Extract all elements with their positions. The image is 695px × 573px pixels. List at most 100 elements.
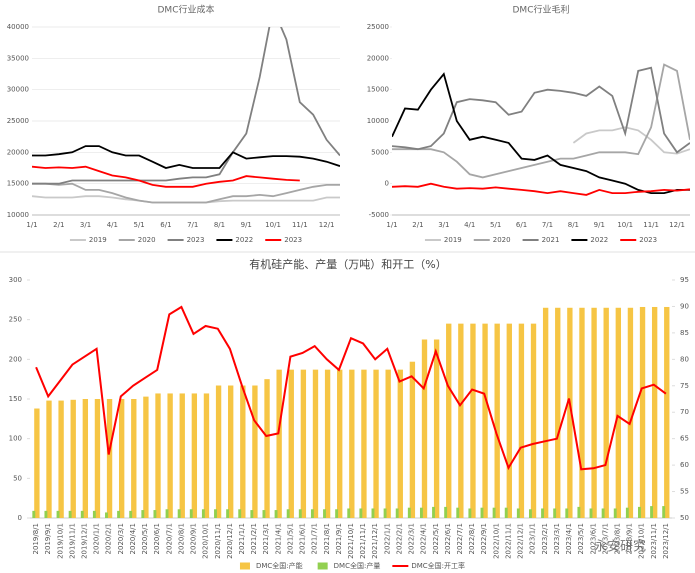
x-tick-label: 8/1 [214,221,225,229]
bar [371,508,375,518]
x-tick-label: 2023/3/1 [553,523,561,554]
bar [298,509,302,518]
x-tick-label: 2019/11/1 [68,523,76,559]
bar [530,323,537,518]
y2-tick-label: 75 [680,382,689,390]
x-tick-label: 3/1 [80,221,91,229]
bar [409,361,416,518]
bar [662,506,666,518]
bar [518,323,525,518]
x-tick-label: 2023/11/1 [650,523,658,559]
legend: DMC全国:产能 DMC全国:产量 DMC全国:开工率 [239,561,465,570]
x-tick-label: 2020/2/1 [105,523,113,554]
x-tick-label: 2021/5/1 [286,523,294,554]
legend-label: DMC全国:产能 [256,561,303,570]
y-tick-label: 25000 [367,23,389,31]
bar [589,508,593,518]
bar [542,307,549,518]
bar [323,509,326,518]
bar [506,323,512,518]
bar [56,510,60,518]
x-tick-label: 2021/11/1 [359,523,367,559]
bar [456,507,460,518]
x-tick-label: 2020/1/1 [93,523,101,554]
bar [214,509,217,518]
bar [468,508,472,518]
x-tick-label: 11/1 [292,221,308,229]
y-tick-label: 0 [385,180,389,188]
x-tick-label: 2022/5/1 [432,523,440,554]
bar [347,508,351,518]
x-tick-label: 2022/7/1 [456,523,464,554]
x-tick-label: 2023/5/1 [577,523,585,554]
x-tick-label: 11/1 [643,221,659,229]
series-line [572,126,690,155]
x-tick-label: 2020/11/1 [214,523,222,559]
bar [92,510,96,518]
bar [300,369,307,518]
bar [383,508,387,518]
y2-tick-label: 90 [680,302,689,310]
x-tick-label: 2023/7/1 [601,523,609,554]
x-tick-label: 2020/3/1 [117,523,125,554]
series-line [32,182,340,204]
legend-label: 2023 [187,236,205,244]
bar [201,509,205,518]
y2-tick-label: 55 [680,488,689,496]
y2-tick-label: 60 [680,461,689,469]
x-tick-label: 2022/6/1 [444,523,452,554]
x-tick-label: 7/1 [187,221,198,229]
x-tick-label: 2022/12/1 [517,523,525,559]
series-group [392,63,690,196]
bar [444,506,448,518]
bar [601,508,605,518]
legend-label: 2023 [284,236,302,244]
bar [433,339,440,518]
bar [44,510,48,518]
series-line [32,165,300,188]
bar [337,369,343,518]
legend-label: 2022 [590,236,608,244]
y-tick-label: 15000 [7,180,29,188]
legend-label: 2020 [493,236,511,244]
y-tick-label: 5000 [371,148,389,156]
bar [555,307,561,518]
x-tick-label: 2022/9/1 [480,523,488,554]
bar [286,509,290,518]
x-tick-label: 2/1 [53,221,64,229]
legend-label: 2021 [542,236,560,244]
bar [141,510,145,518]
bar [32,510,36,518]
bar [541,508,544,518]
series-line [392,63,690,179]
y2-tick-label: 85 [680,329,689,337]
bar [373,369,379,518]
bar [105,512,108,518]
x-tick-label: 2020/5/1 [141,523,149,554]
x-tick-label: 2023/6/1 [589,523,597,554]
bar [359,508,363,518]
legend: 2019 2020 2023 2022 2023 [69,236,302,244]
x-tick-label: 2/1 [412,221,423,229]
bar [191,393,198,518]
bar [177,509,181,518]
bar [421,339,428,518]
bar [567,307,573,518]
y-tick-label: 20000 [7,148,29,156]
legend-label: 2023 [639,236,657,244]
bar [603,307,609,518]
x-tick-label: 4/1 [107,221,118,229]
bar [34,408,40,518]
bar [385,369,391,518]
bar [167,393,173,518]
bar [651,306,658,518]
bar [492,507,496,518]
bar [252,385,258,518]
y-tick-label: 25000 [7,117,29,125]
bar [94,399,101,518]
bar [274,510,278,518]
x-tick-label: 2023/2/1 [541,523,549,554]
y-tick-label: 20000 [367,54,389,62]
legend-label: 2020 [138,236,156,244]
